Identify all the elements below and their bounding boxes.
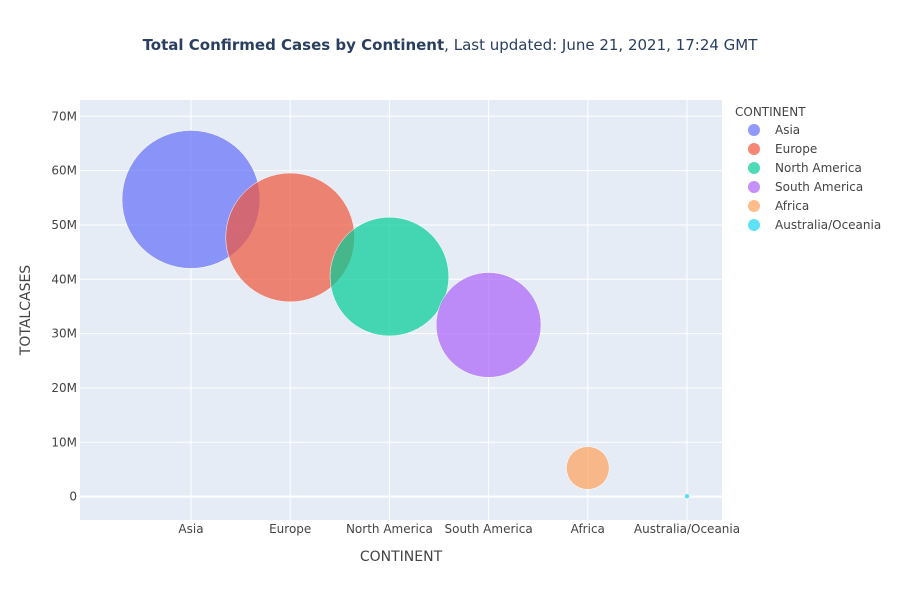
legend-marker [748, 143, 760, 155]
y-tick-label: 10M [51, 435, 77, 449]
legend-items: Asia Europe North America South America Afri… [748, 123, 881, 232]
chart-title: Total Confirmed Cases by Continent, Last… [143, 36, 759, 54]
chart-title-bold: Total Confirmed Cases by Continent [143, 36, 445, 54]
y-tick-label: 70M [51, 109, 77, 123]
legend-item: South America [748, 180, 863, 194]
x-tick-label: North America [346, 522, 433, 536]
y-tick-label: 0 [69, 490, 77, 504]
chart-title-rest: , Last updated: June 21, 2021, 17:24 GMT [444, 36, 758, 54]
x-tick-label: Europe [269, 522, 311, 536]
y-tick-label: 50M [51, 218, 77, 232]
legend-title: CONTINENT [735, 105, 806, 119]
legend-label: North America [775, 161, 862, 175]
legend-marker [748, 200, 760, 212]
bubble-point [566, 446, 610, 490]
legend-item: Europe [748, 142, 817, 156]
bubbles [121, 130, 690, 499]
y-tick-label: 30M [51, 327, 77, 341]
y-tick-label: 20M [51, 381, 77, 395]
legend-marker [748, 162, 760, 174]
legend-marker [748, 124, 760, 136]
legend-label: Asia [775, 123, 800, 137]
x-tick-label: Asia [178, 522, 203, 536]
legend-label: Africa [775, 199, 809, 213]
y-tick-labels: 0 10M 20M 30M 40M 50M 60M 70M [51, 109, 77, 503]
x-tick-label: Australia/Oceania [634, 522, 740, 536]
legend-item: Asia [748, 123, 800, 137]
y-tick-label: 40M [51, 272, 77, 286]
legend-item: Africa [748, 199, 809, 213]
legend-label: Europe [775, 142, 817, 156]
x-axis-title: CONTINENT [360, 549, 443, 565]
legend-item: Australia/Oceania [748, 218, 881, 232]
y-tick-label: 60M [51, 164, 77, 178]
y-axis-title: TOTALCASES [18, 265, 34, 356]
legend-item: North America [748, 161, 862, 175]
bubble-point [435, 272, 542, 378]
legend-marker [748, 219, 760, 231]
x-tick-label: South America [444, 522, 532, 536]
x-tick-label: Africa [571, 522, 605, 536]
legend-label: South America [775, 180, 863, 194]
legend-marker [748, 181, 760, 193]
x-tick-labels: Asia Europe North America South America Afri… [178, 522, 740, 536]
bubble-point [329, 216, 450, 337]
legend: CONTINENT Asia Europe North America South A… [735, 105, 881, 232]
bubble-point [684, 493, 690, 499]
legend-label: Australia/Oceania [775, 218, 881, 232]
